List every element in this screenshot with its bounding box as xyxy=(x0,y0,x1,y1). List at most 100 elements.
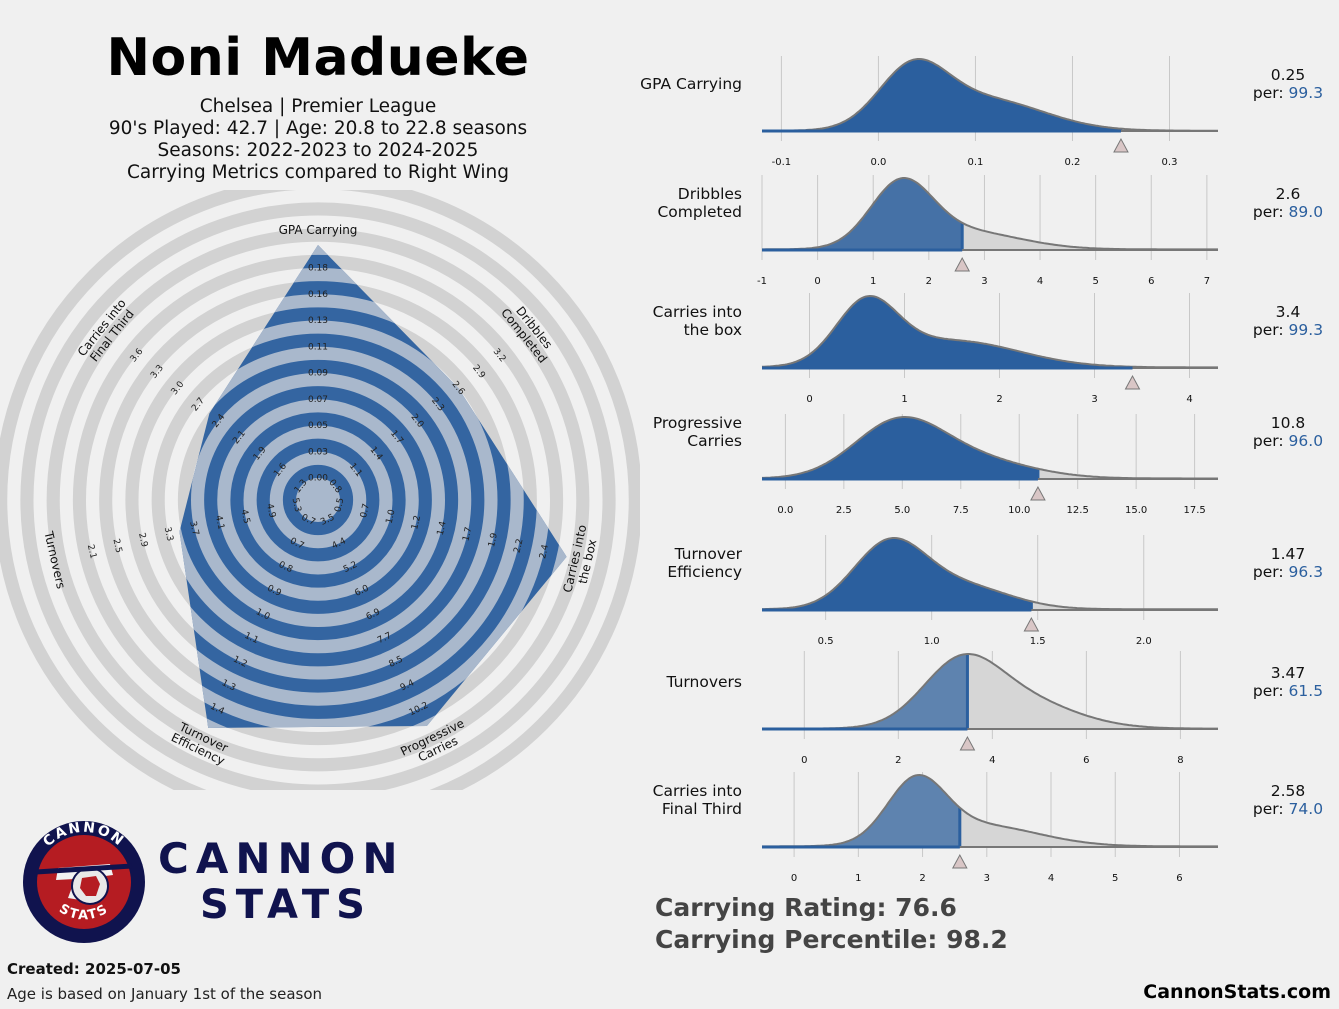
radar-tick-label: 0.16 xyxy=(308,290,328,300)
density-tick-label: 0.5 xyxy=(818,636,834,647)
radar-stripe xyxy=(269,451,367,549)
density-panel: -1 0 1 2 3 4 5 6 7 xyxy=(757,175,1218,287)
density-tick-label: 0.0 xyxy=(777,505,793,516)
carrying-percentile: Carrying Percentile: 98.2 xyxy=(655,925,1008,954)
player-name: Noni Madueke xyxy=(106,28,530,88)
radar-tick-label: 1.9 xyxy=(487,532,500,548)
metric-value: 1.47 per: 96.3 xyxy=(1240,545,1336,581)
radar-tick-label: 1.2 xyxy=(410,514,423,530)
comparison-label: Carrying Metrics compared to Right Wing xyxy=(127,162,509,183)
cannon-stats-logo: CANNON STATS xyxy=(23,820,145,943)
density-area-blue xyxy=(762,417,1038,479)
density-tick-label: -0.1 xyxy=(772,157,792,168)
density-tick-label: 4 xyxy=(989,755,995,766)
density-area-blue xyxy=(762,296,1133,368)
density-tick-label: 0.2 xyxy=(1065,157,1081,168)
metric-label: Turnovers xyxy=(522,673,742,691)
metric-label: Carries into the box xyxy=(522,303,742,339)
metric-value: 0.25 per: 99.3 xyxy=(1240,66,1336,102)
value-marker-icon xyxy=(1124,374,1141,390)
metric-label: Carries into Final Third xyxy=(522,782,742,818)
radar-tick-label: 0.5 xyxy=(333,497,346,513)
density-tick-label: 3 xyxy=(984,873,990,884)
seasons: Seasons: 2022-2023 to 2024-2025 xyxy=(157,140,479,161)
value-marker-icon xyxy=(1023,616,1040,632)
radar-tick-label: 0.11 xyxy=(308,342,328,352)
value-marker-icon xyxy=(959,735,976,751)
density-tick-label: 1 xyxy=(901,394,907,405)
density-tick-label: 0 xyxy=(801,755,807,766)
density-tick-label: 15.0 xyxy=(1125,505,1147,516)
radar-stripe xyxy=(191,373,445,627)
density-tick-label: 7.5 xyxy=(953,505,969,516)
metric-percentile: per: 61.5 xyxy=(1252,682,1324,700)
density-tick-label: 5.0 xyxy=(894,505,910,516)
metric-label-line: the box xyxy=(683,321,742,339)
percentile-value: 96.3 xyxy=(1288,563,1324,581)
radar-tick-label: 0.03 xyxy=(308,447,328,457)
team-league: Chelsea | Premier League xyxy=(199,96,437,117)
density-tick-label: 2.5 xyxy=(836,505,852,516)
density-tick-label: 3 xyxy=(1091,394,1097,405)
metric-label-line: Carries xyxy=(687,432,742,450)
metric-value: 3.47 per: 61.5 xyxy=(1240,664,1336,700)
radar-center xyxy=(296,478,340,522)
density-tick-label: 2 xyxy=(895,755,901,766)
metric-label-line: Completed xyxy=(657,203,742,221)
metric-percentile: per: 96.3 xyxy=(1252,563,1324,581)
radar-ring xyxy=(46,228,590,772)
radar-tick-label: 0.13 xyxy=(308,316,328,326)
radar-stripe xyxy=(179,346,472,654)
site-url: CannonStats.com xyxy=(1143,981,1331,1003)
density-tick-label: 0 xyxy=(791,873,797,884)
density-area-blue xyxy=(762,538,1032,610)
metric-percentile: per: 89.0 xyxy=(1252,203,1324,221)
density-tick-label: 2 xyxy=(926,276,932,287)
density-tick-label: 0 xyxy=(814,276,820,287)
density-tick-label: -1 xyxy=(757,276,767,287)
density-tick-label: 1 xyxy=(855,873,861,884)
radar-tick-label: 4.9 xyxy=(264,503,277,519)
density-panel: 0.0 2.5 5.0 7.5 10.0 12.5 15.0 17.5 xyxy=(762,414,1218,516)
density-area-blue xyxy=(762,59,1121,131)
metric-label: GPA Carrying xyxy=(522,75,742,93)
radar-stripe xyxy=(243,425,393,575)
played-age: 90's Played: 42.7 | Age: 20.8 to 22.8 se… xyxy=(108,118,528,139)
created-date: Created: 2025-07-05 xyxy=(7,960,181,978)
percentile-value: 99.3 xyxy=(1288,321,1324,339)
metric-value-number: 3.4 xyxy=(1275,303,1301,321)
radar-tick-label: 2.9 xyxy=(136,532,149,548)
radar-chart: 0.000.030.050.070.090.110.130.160.180.81… xyxy=(0,190,640,790)
density-tick-label: 1.5 xyxy=(1030,636,1046,647)
density-outline xyxy=(761,294,1218,369)
percentile-value: 74.0 xyxy=(1288,800,1324,818)
radar-tick-label: 3.3 xyxy=(162,526,175,542)
metric-label-line: GPA Carrying xyxy=(640,75,742,93)
density-tick-label: 2 xyxy=(996,394,1002,405)
density-panel: -0.1 0.0 0.1 0.2 0.3 xyxy=(762,56,1218,168)
metric-label-line: Carries into xyxy=(652,782,742,800)
metric-label: Dribbles Completed xyxy=(522,185,742,221)
metric-label: Progressive Carries xyxy=(522,414,742,450)
radar-tick-label: 2.5 xyxy=(110,538,123,554)
radar-tick-label: 4.1 xyxy=(213,514,226,530)
metric-value: 10.8 per: 96.0 xyxy=(1240,414,1336,450)
metric-value: 2.6 per: 89.0 xyxy=(1240,185,1336,221)
metric-label-line: Efficiency xyxy=(667,563,742,581)
cannon-barrel-icon xyxy=(35,863,133,875)
texas-icon xyxy=(80,876,100,896)
radar-tick-label: 1.0 xyxy=(385,508,398,524)
density-panel: 0 2 4 6 8 xyxy=(762,651,1218,766)
carrying-rating: Carrying Rating: 76.6 xyxy=(655,893,957,922)
metric-label-line: Progressive xyxy=(652,414,742,432)
radar-tick-label: 2.4 xyxy=(538,543,551,559)
value-marker-icon xyxy=(1113,137,1129,153)
radar-axis-label: GPA Carrying xyxy=(279,223,358,237)
radar-tick-label: 0.18 xyxy=(308,264,328,274)
value-marker-icon xyxy=(951,853,968,869)
radar-tick-label: 1.4 xyxy=(436,520,449,536)
radar-tick-label: 0.7 xyxy=(359,503,372,519)
radar-stripe xyxy=(179,320,498,680)
density-area-blue xyxy=(762,775,960,847)
metric-label-line: Dribbles xyxy=(677,185,742,203)
